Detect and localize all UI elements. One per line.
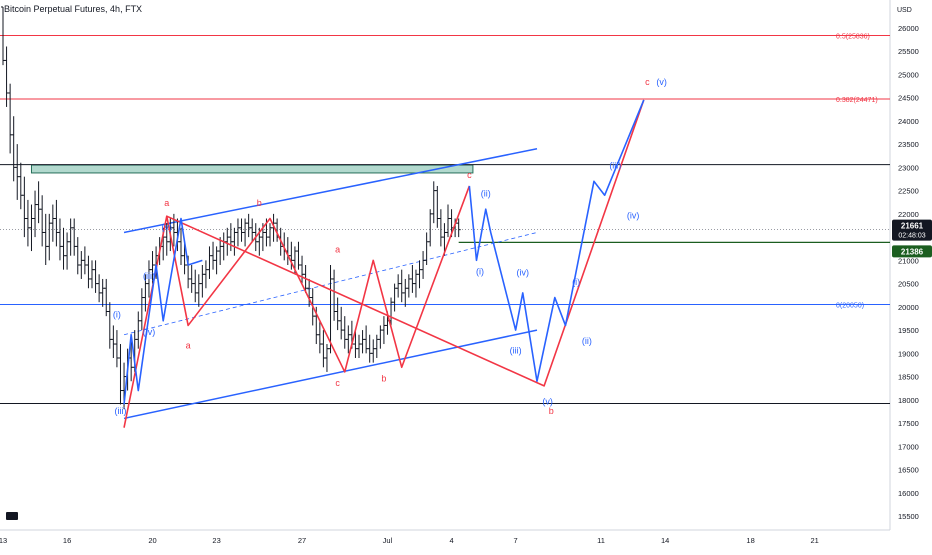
current-price-box <box>892 219 932 241</box>
channel-line <box>123 148 538 234</box>
x-tick-label: 14 <box>661 536 669 545</box>
wave-label: (v) <box>656 77 667 87</box>
wave-label: b <box>257 198 262 208</box>
wave-label: (iii) <box>609 161 621 171</box>
red-wave-path <box>123 185 471 428</box>
channel-line <box>123 329 538 420</box>
y-tick-label: 25000 <box>898 70 919 79</box>
y-tick-label: 18500 <box>898 373 919 382</box>
y-tick-label: 22000 <box>898 210 919 219</box>
y-tick-label: 23000 <box>898 163 919 172</box>
y-tick-label: 20500 <box>898 280 919 289</box>
wave-label: b <box>549 406 554 416</box>
supply-zone <box>30 164 474 174</box>
x-tick-label: Jul <box>383 536 393 545</box>
x-tick-label: 7 <box>514 536 518 545</box>
x-tick-label: 4 <box>449 536 453 545</box>
wave-label: (ii) <box>582 336 592 346</box>
x-tick-label: 23 <box>212 536 220 545</box>
y-tick-label: 19500 <box>898 326 919 335</box>
wave-label: (iv) <box>627 211 640 221</box>
wave-label: (iv) <box>517 268 530 278</box>
wave-label: a <box>164 198 169 208</box>
wave-label: (iii) <box>143 271 155 281</box>
wave-label: (iii) <box>114 406 126 416</box>
countdown-label: 02:48:03 <box>898 233 925 240</box>
green-level-label: 21386 <box>901 247 924 256</box>
wave-label: (i) <box>113 309 121 319</box>
level-label: 0(20050) <box>836 303 864 310</box>
wave-label: (iii) <box>510 345 522 355</box>
y-tick-label: 17000 <box>898 442 919 451</box>
x-tick-label: 13 <box>0 536 7 545</box>
x-tick-label: 18 <box>746 536 754 545</box>
wave-label: b <box>381 373 386 383</box>
wave-label: (i) <box>572 277 580 287</box>
tradingview-logo <box>6 512 18 520</box>
y-tick-label: 24500 <box>898 94 919 103</box>
y-tick-label: 19000 <box>898 349 919 358</box>
wave-label: (v) <box>162 222 173 232</box>
y-tick-label: 16000 <box>898 489 919 498</box>
y-tick-label: 16500 <box>898 466 919 475</box>
level-label: 0.382(24471) <box>836 97 878 104</box>
current-price-label: 21661 <box>901 222 924 231</box>
chart-title: Bitcoin Perpetual Futures, 4h, FTX <box>4 4 143 14</box>
red-wave-path <box>166 99 645 387</box>
wave-label: c <box>467 170 472 180</box>
y-tick-label: 25500 <box>898 47 919 56</box>
wave-label: c <box>335 378 340 388</box>
wave-label: (v) <box>542 397 553 407</box>
wave-label: a <box>335 244 340 254</box>
x-tick-label: 11 <box>597 536 605 545</box>
x-tick-label: 27 <box>298 536 306 545</box>
logo-mark <box>6 512 18 520</box>
wave-label: (i) <box>476 266 484 276</box>
blue-wave-path <box>123 217 203 405</box>
y-tick-label: 17500 <box>898 419 919 428</box>
wave-label: (iv) <box>143 327 156 337</box>
wave-label: c <box>645 77 650 87</box>
wave-label: a <box>186 341 191 351</box>
y-tick-label: 22500 <box>898 187 919 196</box>
level-label: 0.5(25836) <box>836 34 870 41</box>
x-tick-label: 20 <box>148 536 156 545</box>
y-tick-label: 15500 <box>898 512 919 521</box>
blue-wave-path <box>468 99 645 383</box>
y-tick-label: 18000 <box>898 396 919 405</box>
y-tick-label: 20000 <box>898 303 919 312</box>
x-tick-label: 21 <box>811 536 819 545</box>
y-tick-label: 26000 <box>898 24 919 33</box>
currency-label: USD <box>897 7 912 14</box>
x-tick-label: 16 <box>63 536 71 545</box>
green-level-box <box>892 245 932 258</box>
y-tick-label: 23500 <box>898 140 919 149</box>
y-tick-label: 21000 <box>898 256 919 265</box>
wave-label: (ii) <box>481 189 491 199</box>
y-tick-label: 24000 <box>898 117 919 126</box>
